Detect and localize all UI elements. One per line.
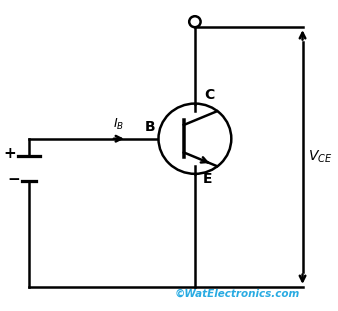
Text: B: B bbox=[145, 120, 155, 134]
Text: +: + bbox=[3, 146, 16, 161]
Text: E: E bbox=[203, 172, 212, 186]
Text: −: − bbox=[7, 172, 20, 188]
Text: C: C bbox=[204, 88, 215, 102]
Text: $V_{CE}$: $V_{CE}$ bbox=[308, 149, 333, 165]
Text: ©WatElectronics.com: ©WatElectronics.com bbox=[175, 289, 300, 299]
Text: $I_B$: $I_B$ bbox=[113, 117, 124, 132]
